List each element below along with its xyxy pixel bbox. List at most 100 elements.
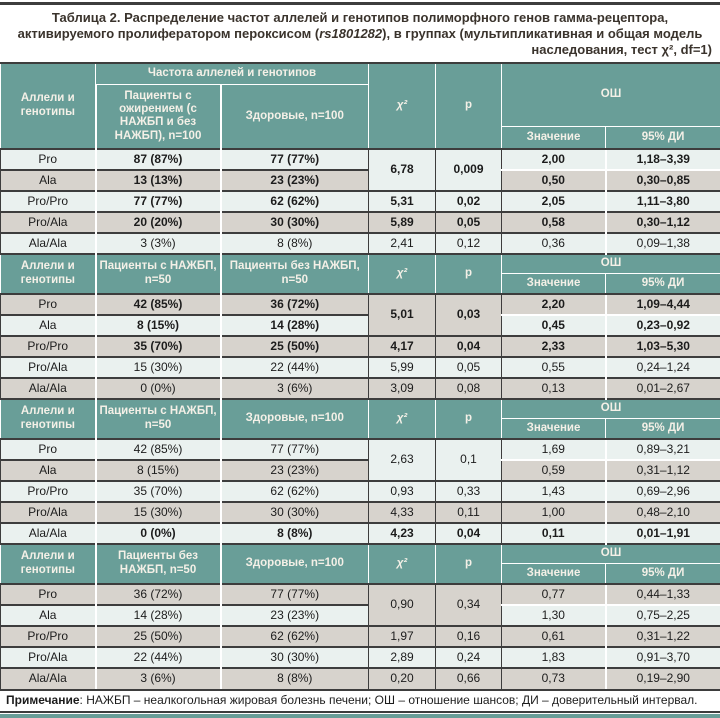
- table-row: Pro/Ala 22 (44%) 30 (30%) 2,89 0,24 1,83…: [1, 647, 720, 668]
- group2-frequency: 8 (8%): [221, 233, 369, 254]
- group2-frequency: 77 (77%): [221, 439, 369, 460]
- allele-label: Ala: [1, 315, 96, 336]
- confidence-interval: 0,09–1,38: [606, 233, 720, 254]
- allele-label: Pro/Ala: [1, 647, 96, 668]
- allele-label: Pro: [1, 149, 96, 170]
- group1-frequency: 3 (3%): [96, 233, 221, 254]
- table-footnote: Примечание: НАЖБП – неалкогольная жирова…: [0, 689, 720, 714]
- header-alleles: Аллели и генотипы: [1, 544, 96, 584]
- chi2-value: 4,17: [369, 336, 436, 357]
- confidence-interval: 0,23–0,92: [606, 315, 720, 336]
- chi2-value: 0,93: [369, 481, 436, 502]
- group2-frequency: 8 (8%): [221, 668, 369, 689]
- header-group1: Пациенты с НАЖБП, n=50: [96, 399, 221, 439]
- chi2-value: 2,63: [369, 439, 436, 481]
- allele-label: Ala: [1, 170, 96, 191]
- group2-frequency: 30 (30%): [221, 212, 369, 233]
- confidence-interval: 0,48–2,10: [606, 502, 720, 523]
- table-row: Ala 8 (15%) 23 (23%) 0,59 0,31–1,12: [1, 460, 720, 481]
- confidence-interval: 1,18–3,39: [606, 149, 720, 170]
- allele-label: Pro/Pro: [1, 191, 96, 212]
- header-alleles: Аллели и генотипы: [1, 254, 96, 294]
- table-row: Ala/Ala 0 (0%) 8 (8%) 4,23 0,04 0,11 0,0…: [1, 523, 720, 544]
- odds-ratio-value: 0,61: [502, 626, 606, 647]
- p-value: 0,11: [436, 502, 502, 523]
- group2-frequency: 62 (62%): [221, 626, 369, 647]
- header-odds-ratio: ОШ: [502, 63, 720, 127]
- table-row: Pro/Pro 77 (77%) 62 (62%) 5,31 0,02 2,05…: [1, 191, 720, 212]
- group1-frequency: 8 (15%): [96, 315, 221, 336]
- confidence-interval: 0,89–3,21: [606, 439, 720, 460]
- group1-frequency: 87 (87%): [96, 149, 221, 170]
- p-value: 0,05: [436, 212, 502, 233]
- table-row: Pro 42 (85%) 77 (77%) 2,63 0,1 1,69 0,89…: [1, 439, 720, 460]
- header-group1: Пациенты с НАЖБП, n=50: [96, 254, 221, 294]
- group1-frequency: 14 (28%): [96, 605, 221, 626]
- odds-ratio-value: 1,83: [502, 647, 606, 668]
- group1-frequency: 22 (44%): [96, 647, 221, 668]
- group2-frequency: 3 (6%): [221, 378, 369, 399]
- chi2-value: 4,33: [369, 502, 436, 523]
- odds-ratio-value: 2,00: [502, 149, 606, 170]
- header-alleles: Аллели и генотипы: [1, 63, 96, 149]
- footnote-text: : НАЖБП – неалкогольная жировая болезнь …: [80, 693, 698, 707]
- p-value: 0,02: [436, 191, 502, 212]
- allele-label: Pro/Pro: [1, 626, 96, 647]
- confidence-interval: 1,11–3,80: [606, 191, 720, 212]
- header-group1: Пациенты без НАЖБП, n=50: [96, 544, 221, 584]
- table-row: Pro 36 (72%) 77 (77%) 0,90 0,34 0,77 0,4…: [1, 584, 720, 605]
- chi2-value: 2,41: [369, 233, 436, 254]
- table-row: Ala/Ala 0 (0%) 3 (6%) 3,09 0,08 0,13 0,0…: [1, 378, 720, 399]
- table-row: Pro 42 (85%) 36 (72%) 5,01 0,03 2,20 1,0…: [1, 294, 720, 315]
- p-value: 0,05: [436, 357, 502, 378]
- group1-frequency: 8 (15%): [96, 460, 221, 481]
- allele-label: Ala/Ala: [1, 233, 96, 254]
- group2-frequency: 22 (44%): [221, 357, 369, 378]
- table-row: Pro/Pro 35 (70%) 62 (62%) 0,93 0,33 1,43…: [1, 481, 720, 502]
- group2-frequency: 62 (62%): [221, 191, 369, 212]
- chi2-value: 5,99: [369, 357, 436, 378]
- p-value: 0,16: [436, 626, 502, 647]
- table-row: Ala 8 (15%) 14 (28%) 0,45 0,23–0,92: [1, 315, 720, 336]
- table-title: Таблица 2. Распределение частот аллелей …: [0, 5, 720, 62]
- header-alleles: Аллели и генотипы: [1, 399, 96, 439]
- header-chi2: χ²: [369, 63, 436, 149]
- group2-frequency: 30 (30%): [221, 647, 369, 668]
- footnote-label: Примечание: [6, 693, 80, 707]
- group2-frequency: 25 (50%): [221, 336, 369, 357]
- header-p: p: [436, 63, 502, 149]
- block4-header-row: Аллели и генотипы Пациенты без НАЖБП, n=…: [1, 544, 720, 564]
- header-or-value: Значение: [502, 127, 606, 149]
- p-value: 0,04: [436, 336, 502, 357]
- allele-label: Pro: [1, 294, 96, 315]
- allele-label: Pro/Pro: [1, 336, 96, 357]
- odds-ratio-value: 0,50: [502, 170, 606, 191]
- allele-label: Pro: [1, 439, 96, 460]
- header-p: p: [436, 399, 502, 439]
- group2-frequency: 14 (28%): [221, 315, 369, 336]
- allele-label: Pro/Pro: [1, 481, 96, 502]
- odds-ratio-value: 2,05: [502, 191, 606, 212]
- confidence-interval: 0,75–2,25: [606, 605, 720, 626]
- header-or-ci: 95% ДИ: [606, 419, 720, 439]
- odds-ratio-value: 0,55: [502, 357, 606, 378]
- p-value: 0,03: [436, 294, 502, 336]
- header-p: p: [436, 254, 502, 294]
- confidence-interval: 0,44–1,33: [606, 584, 720, 605]
- header-or-value: Значение: [502, 564, 606, 584]
- group2-frequency: 23 (23%): [221, 170, 369, 191]
- header-chi2: χ²: [369, 399, 436, 439]
- group1-frequency: 13 (13%): [96, 170, 221, 191]
- odds-ratio-value: 2,20: [502, 294, 606, 315]
- allele-label: Ala/Ala: [1, 523, 96, 544]
- chi2-value: 1,97: [369, 626, 436, 647]
- confidence-interval: 0,01–1,91: [606, 523, 720, 544]
- bottom-divider: [0, 714, 720, 718]
- header-or-ci: 95% ДИ: [606, 564, 720, 584]
- group1-frequency: 42 (85%): [96, 294, 221, 315]
- group2-frequency: 8 (8%): [221, 523, 369, 544]
- confidence-interval: 0,91–3,70: [606, 647, 720, 668]
- table-row: Pro/Ala 20 (20%) 30 (30%) 5,89 0,05 0,58…: [1, 212, 720, 233]
- odds-ratio-value: 0,73: [502, 668, 606, 689]
- table-row: Ala 13 (13%) 23 (23%) 0,50 0,30–0,85: [1, 170, 720, 191]
